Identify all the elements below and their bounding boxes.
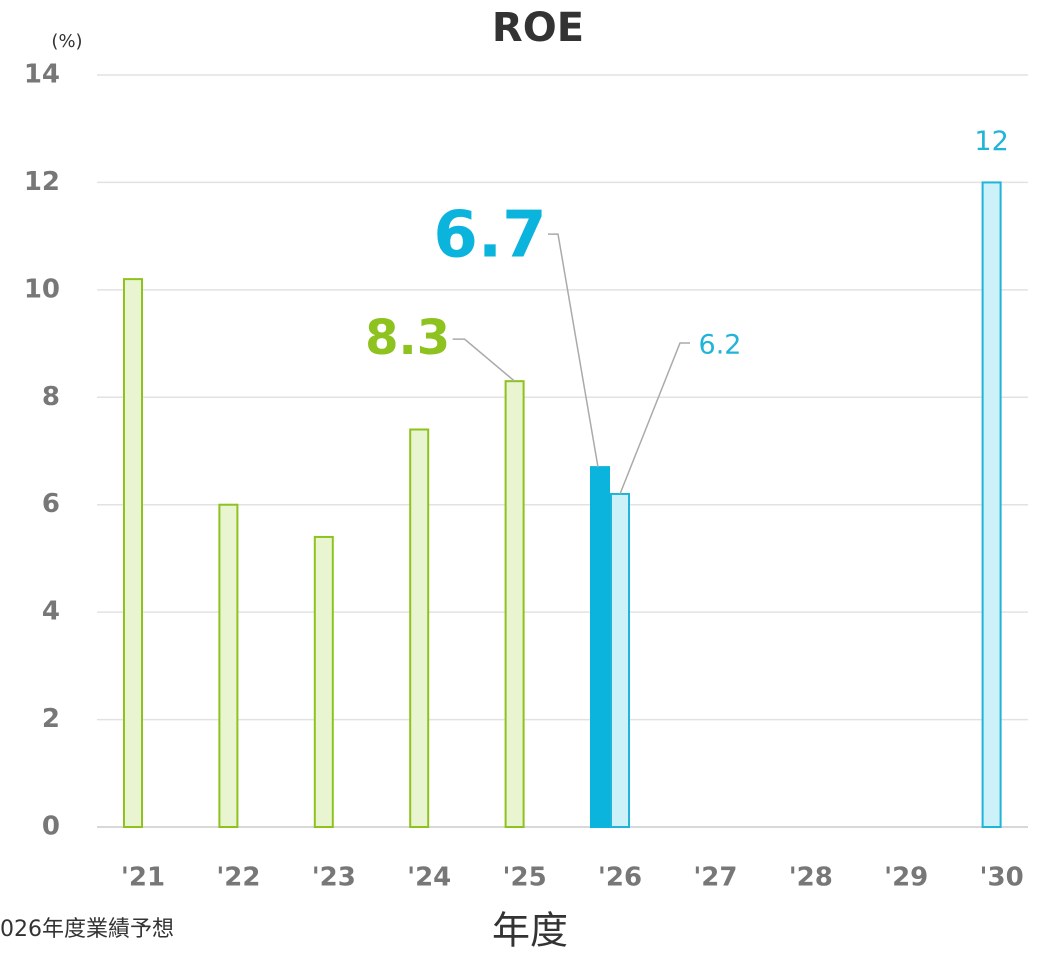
data-label: 6.2 <box>699 329 742 360</box>
bar <box>981 181 1002 828</box>
y-tick-label: 10 <box>24 274 60 304</box>
data-label: 8.3 <box>365 310 450 366</box>
bar <box>610 492 630 828</box>
x-tick-label: '27 <box>693 863 737 893</box>
y-tick-label: 8 <box>42 382 60 412</box>
x-axis-label: 年度 <box>492 909 568 953</box>
x-tick-label: '30 <box>980 863 1024 893</box>
x-tick-label: '28 <box>789 863 833 893</box>
data-label: 12 <box>974 126 1008 157</box>
y-tick-label: 0 <box>42 812 60 842</box>
footnote: 026年度業績予想 <box>0 917 174 942</box>
leader-line <box>452 338 516 382</box>
x-tick-label: '24 <box>407 863 451 893</box>
y-tick-label: 14 <box>24 60 60 90</box>
bar <box>218 503 239 828</box>
x-tick-label: '29 <box>884 863 928 893</box>
y-tick-label: 6 <box>42 489 60 519</box>
x-tick-label: '22 <box>216 863 260 893</box>
x-tick-label: '21 <box>121 863 165 893</box>
bar <box>504 380 525 828</box>
y-tick-label: 4 <box>42 597 60 627</box>
bar <box>409 428 430 828</box>
bar <box>313 535 334 828</box>
y-tick-label: 12 <box>24 167 60 197</box>
leader-line <box>548 233 599 468</box>
x-tick-label: '23 <box>312 863 356 893</box>
bar <box>123 278 143 829</box>
y-tick-label: 2 <box>42 704 60 734</box>
chart-title: ROE <box>492 5 584 51</box>
x-tick-label: '25 <box>503 863 547 893</box>
x-tick-label: '26 <box>598 863 642 893</box>
bar <box>590 466 610 828</box>
data-label: 6.7 <box>433 199 546 273</box>
y-axis-label: (%) <box>51 31 82 52</box>
leader-line <box>619 342 690 495</box>
